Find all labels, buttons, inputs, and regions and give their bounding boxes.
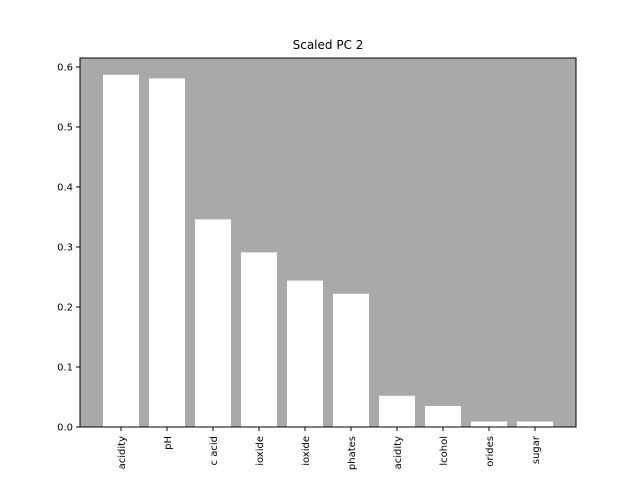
bar-5 (287, 280, 323, 427)
x-tick-label: pH (163, 436, 174, 450)
bar-9 (471, 421, 507, 427)
y-tick-label: 0.1 (57, 363, 73, 374)
bar-1 (103, 74, 139, 428)
bar-4 (241, 252, 277, 427)
bars-group (103, 74, 553, 428)
x-tick-label: sugar (531, 435, 542, 464)
x-tick-label: ioxide (301, 436, 312, 466)
bar-2 (149, 78, 185, 428)
y-tick-label: 0.3 (57, 243, 73, 254)
y-tick-label: 0.5 (57, 123, 73, 134)
x-tick-label: acidity (117, 436, 128, 469)
x-tick-label: acidity (393, 436, 404, 469)
y-tick-label: 0.0 (57, 423, 73, 434)
x-axis: acidity pH c acid ioxide ioxide phates acidity… (117, 427, 542, 470)
y-tick-label: 0.2 (57, 303, 73, 314)
x-tick-label: orides (485, 436, 496, 467)
bar-8 (425, 406, 461, 427)
y-tick-label: 0.6 (57, 63, 73, 74)
chart-title: Scaled PC 2 (293, 38, 364, 52)
x-tick-label: phates (347, 436, 358, 470)
bar-10 (517, 421, 553, 427)
bar-3 (195, 219, 231, 427)
x-tick-label: c acid (209, 436, 220, 465)
y-axis: 0.0 0.1 0.2 0.3 0.4 0.5 0.6 (57, 63, 80, 434)
x-tick-label: lcohol (439, 436, 450, 466)
bar-6 (333, 293, 369, 427)
bar-7 (379, 395, 415, 427)
plot-frame (79, 57, 577, 428)
x-tick-label: ioxide (255, 436, 266, 466)
y-tick-label: 0.4 (57, 183, 73, 194)
